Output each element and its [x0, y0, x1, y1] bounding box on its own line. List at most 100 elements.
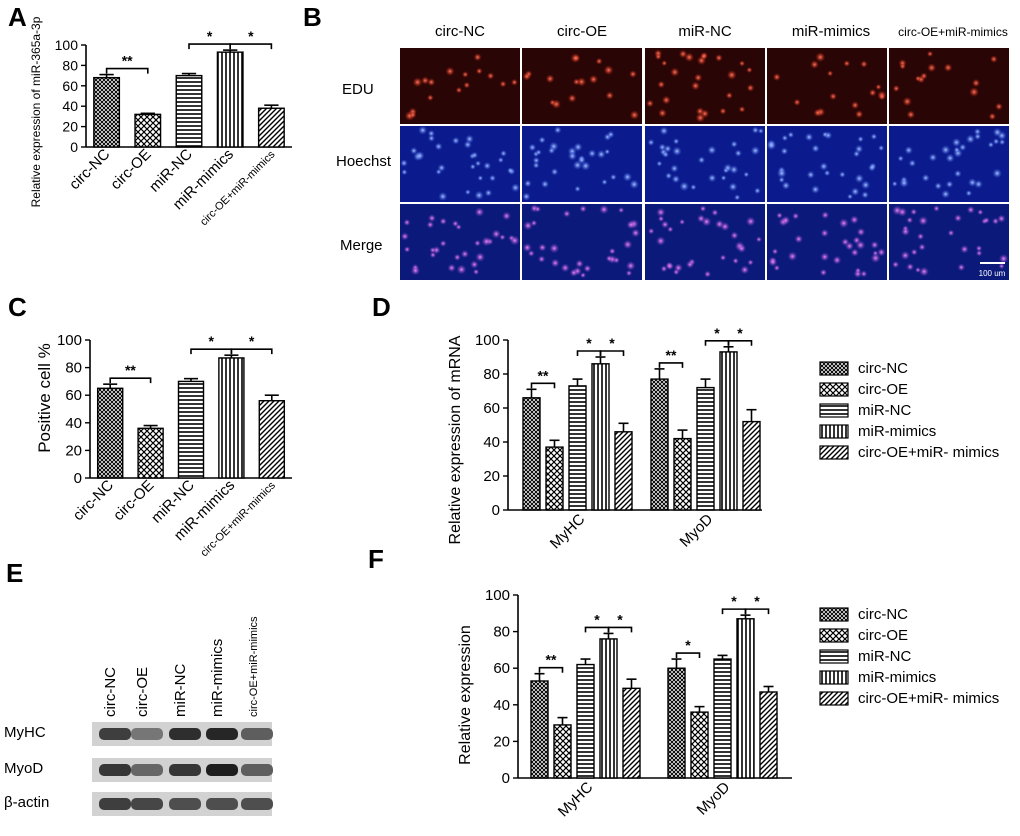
- cell-nucleus: [605, 255, 613, 262]
- bar-MyHC-circ-NC: [530, 680, 549, 779]
- y-tick-label: 100: [57, 332, 82, 349]
- x-tick-label: circ-OE+miR-mimics: [198, 479, 278, 559]
- cell-nucleus: [701, 216, 712, 227]
- cell-nucleus: [522, 192, 531, 201]
- micro-row-label: EDU: [342, 81, 374, 98]
- cell-nucleus: [958, 143, 967, 152]
- cell-nucleus: [470, 260, 479, 269]
- cell-nucleus: [730, 140, 738, 148]
- y-tick-label: 0: [74, 470, 82, 487]
- cell-nucleus: [940, 144, 951, 155]
- y-tick-label: 0: [502, 770, 510, 787]
- cell-nucleus: [473, 53, 482, 62]
- cell-nucleus: [847, 193, 854, 200]
- blot-band: [206, 728, 238, 740]
- bar-MyoD-miR-NC: [696, 386, 715, 511]
- cell-nucleus: [545, 74, 555, 84]
- y-tick-label: 60: [483, 400, 500, 417]
- y-axis-label: Relative expression of miR-365a-3p: [29, 16, 43, 207]
- legend-swatch: [819, 361, 849, 376]
- cell-nucleus: [728, 182, 738, 192]
- cell-nucleus: [474, 160, 482, 167]
- blot-band: [99, 764, 131, 776]
- panel-letter-a: A: [8, 2, 27, 32]
- cell-nucleus: [954, 214, 963, 223]
- cell-nucleus: [484, 188, 493, 197]
- cell-nucleus: [587, 149, 597, 158]
- legend-label: circ-OE: [858, 627, 908, 644]
- y-tick-label: 100: [55, 37, 79, 53]
- cell-nucleus: [690, 183, 697, 191]
- cell-nucleus: [740, 265, 750, 275]
- micro-col-label: miR-mimics: [792, 23, 870, 40]
- significance-bracket: [230, 348, 273, 355]
- cell-nucleus: [572, 78, 581, 86]
- significance-label: *: [207, 28, 213, 44]
- cell-nucleus: [607, 130, 615, 139]
- cell-nucleus: [738, 60, 746, 67]
- significance-label: *: [731, 593, 737, 609]
- blot-band: [99, 728, 131, 740]
- blot-lane-label: miR-mimics: [209, 639, 226, 717]
- cell-nucleus: [941, 189, 951, 199]
- cell-nucleus: [745, 216, 756, 227]
- cell-nucleus: [900, 250, 910, 261]
- cell-nucleus: [997, 214, 1006, 223]
- cell-nucleus: [960, 244, 969, 254]
- cell-nucleus: [532, 156, 541, 165]
- legend-label: circ-OE: [858, 381, 908, 398]
- cell-nucleus: [583, 264, 592, 273]
- cell-nucleus: [870, 240, 879, 250]
- cell-nucleus: [527, 249, 535, 257]
- cell-nucleus: [579, 205, 587, 213]
- significance-label: *: [208, 333, 214, 349]
- significance-bracket: [530, 382, 556, 389]
- bar-MyoD-circ-OE+miR- mimics: [759, 691, 778, 779]
- cell-nucleus: [914, 266, 921, 273]
- cell-nucleus: [870, 253, 881, 264]
- cell-nucleus: [421, 76, 430, 85]
- cell-nucleus: [787, 251, 798, 262]
- cell-nucleus: [969, 87, 980, 97]
- y-tick-label: 20: [62, 119, 78, 135]
- bar-MyHC-miR-mimics: [591, 363, 610, 511]
- cell-nucleus: [860, 270, 868, 278]
- cell-nucleus: [438, 191, 448, 202]
- cell-nucleus: [851, 101, 860, 110]
- cell-nucleus: [618, 207, 625, 214]
- cell-nucleus: [875, 83, 882, 91]
- cell-nucleus: [672, 146, 682, 157]
- cell-nucleus: [471, 151, 479, 159]
- cell-nucleus: [550, 167, 559, 176]
- cell-nucleus: [622, 172, 633, 182]
- cell-nucleus: [811, 144, 820, 153]
- cell-nucleus: [550, 258, 560, 268]
- cell-nucleus: [656, 207, 666, 217]
- significance-label: *: [249, 333, 255, 349]
- cell-nucleus: [499, 234, 506, 241]
- cell-nucleus: [926, 50, 934, 57]
- cell-nucleus: [829, 92, 837, 101]
- cell-nucleus: [626, 220, 636, 230]
- cell-nucleus: [878, 144, 885, 152]
- significance-label: *: [685, 637, 691, 653]
- cell-nucleus: [965, 134, 976, 144]
- cell-nucleus: [537, 255, 546, 263]
- cell-nucleus: [486, 72, 495, 80]
- blot-protein-label: MyoD: [4, 760, 43, 777]
- significance-bracket: [190, 348, 233, 355]
- y-tick-label: 0: [492, 502, 500, 519]
- significance-bracket: [658, 362, 684, 368]
- significance-bracket: [607, 626, 633, 633]
- cell-nucleus: [463, 81, 471, 89]
- cell-nucleus: [699, 205, 707, 212]
- cell-nucleus: [670, 164, 679, 173]
- cell-nucleus: [971, 78, 981, 88]
- cell-nucleus: [934, 182, 943, 190]
- cell-nucleus: [794, 234, 804, 244]
- blot-band: [206, 798, 238, 810]
- cell-nucleus: [528, 143, 537, 152]
- cell-nucleus: [850, 187, 860, 197]
- cell-nucleus: [654, 53, 662, 61]
